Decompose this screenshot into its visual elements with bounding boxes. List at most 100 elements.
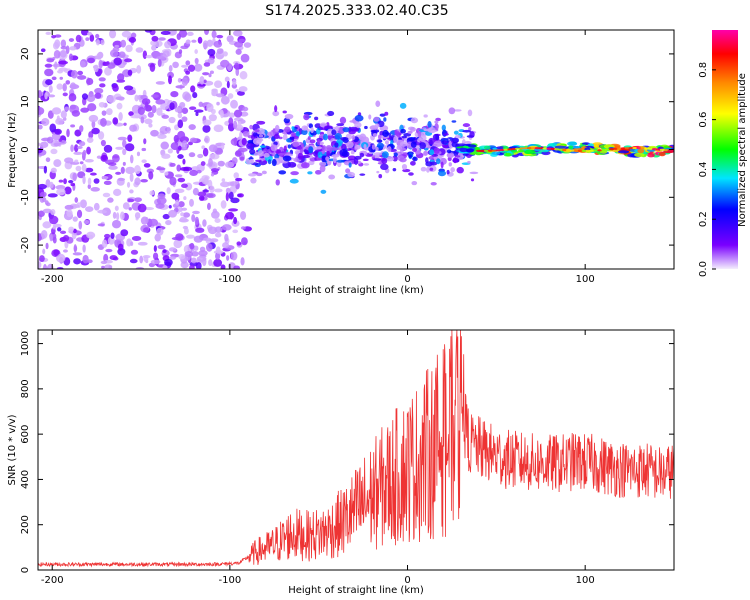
heat-blob [308, 146, 314, 154]
heat-blob [173, 239, 183, 249]
heat-blob [372, 158, 382, 161]
heat-blob [69, 46, 77, 51]
heat-blob [278, 152, 285, 156]
colorbar-tick-label: 0.8 [698, 62, 709, 78]
heat-blob [59, 49, 67, 58]
heat-blob [136, 64, 142, 74]
heat-blob [307, 136, 311, 140]
heat-blob [208, 114, 217, 122]
heat-blob [162, 213, 170, 220]
heat-blob [273, 134, 280, 140]
heat-blob [38, 183, 47, 190]
heat-blob [76, 145, 83, 149]
heat-blob [168, 64, 173, 72]
heat-blob [164, 258, 173, 267]
heat-blob [647, 153, 655, 158]
x-tick-label: -100 [219, 274, 242, 285]
heat-blob [476, 151, 485, 155]
y-tick-label: 0 [20, 146, 31, 152]
heat-blob [62, 92, 68, 97]
heat-blob [80, 107, 90, 113]
heat-blob [109, 30, 117, 39]
heat-blob [112, 154, 120, 163]
heat-blob [423, 114, 428, 118]
heat-blob [170, 142, 180, 151]
spectrogram-x-ticks: -200 -100 0 100 [41, 30, 595, 285]
heat-blob [177, 77, 182, 83]
heat-blob [176, 164, 182, 172]
heat-blob [89, 34, 95, 42]
heat-blob [354, 155, 362, 160]
heat-blob [85, 37, 90, 41]
heat-blob [225, 187, 231, 194]
heat-blob [79, 60, 86, 68]
heat-blob [253, 132, 257, 137]
heat-blob [373, 152, 383, 156]
heat-blob [144, 118, 153, 125]
heat-blob [159, 125, 170, 135]
heat-blob [69, 82, 77, 90]
heat-blob [96, 155, 102, 159]
heat-blob [141, 98, 151, 105]
heat-blob [100, 260, 108, 265]
heat-blob [250, 177, 257, 184]
heat-blob [55, 185, 66, 190]
heat-blob [38, 142, 41, 147]
heat-blob [41, 197, 47, 203]
heat-blob [202, 189, 209, 193]
heat-blob [224, 76, 230, 83]
heat-blob [41, 118, 50, 126]
heat-blob [214, 232, 222, 238]
heat-blob [410, 160, 416, 166]
heat-blob [526, 147, 532, 150]
heat-blob [50, 148, 58, 155]
heat-blob [213, 40, 223, 48]
heat-blob [228, 208, 239, 212]
heat-blob [86, 231, 96, 239]
heat-blob [376, 142, 384, 149]
heat-blob [78, 220, 83, 230]
heat-blob [341, 143, 347, 151]
heat-blob [547, 142, 558, 147]
heat-blob [387, 146, 392, 153]
heat-blob [479, 149, 485, 153]
heat-blob [46, 58, 55, 63]
heat-blob [70, 69, 78, 79]
heat-blob [80, 30, 89, 36]
heat-blob [423, 150, 428, 156]
heat-blob [412, 156, 418, 162]
heat-blob [399, 157, 407, 163]
heat-blob [437, 170, 447, 177]
heat-blob [73, 228, 77, 234]
heat-blob [101, 265, 105, 269]
heat-blob [651, 148, 657, 151]
heat-blob [190, 85, 196, 93]
heat-blob [278, 156, 283, 164]
heat-blob [453, 130, 459, 135]
heat-blob [130, 32, 137, 39]
spectrogram-y-ticks: -20 -10 0 10 20 [20, 48, 674, 253]
heat-blob [177, 112, 183, 119]
heat-blob [203, 79, 207, 84]
heat-blob [53, 142, 61, 147]
heat-blob [451, 142, 458, 148]
heat-blob [434, 123, 439, 131]
heat-blob [106, 95, 116, 103]
heat-blob [182, 225, 189, 230]
heat-blob [81, 93, 89, 100]
heat-blob [274, 124, 280, 132]
heat-blob [220, 109, 224, 119]
heat-blob [122, 202, 130, 210]
heat-blob [90, 172, 97, 176]
heat-blob [334, 125, 340, 132]
heat-blob [122, 161, 126, 166]
heat-blob [130, 115, 140, 119]
heat-blob [363, 143, 367, 150]
heat-blob [201, 178, 209, 185]
heat-blob [224, 161, 235, 168]
heat-blob [128, 207, 132, 211]
heat-blob [126, 181, 131, 188]
heat-blob [126, 89, 136, 96]
heat-blob [75, 165, 82, 172]
